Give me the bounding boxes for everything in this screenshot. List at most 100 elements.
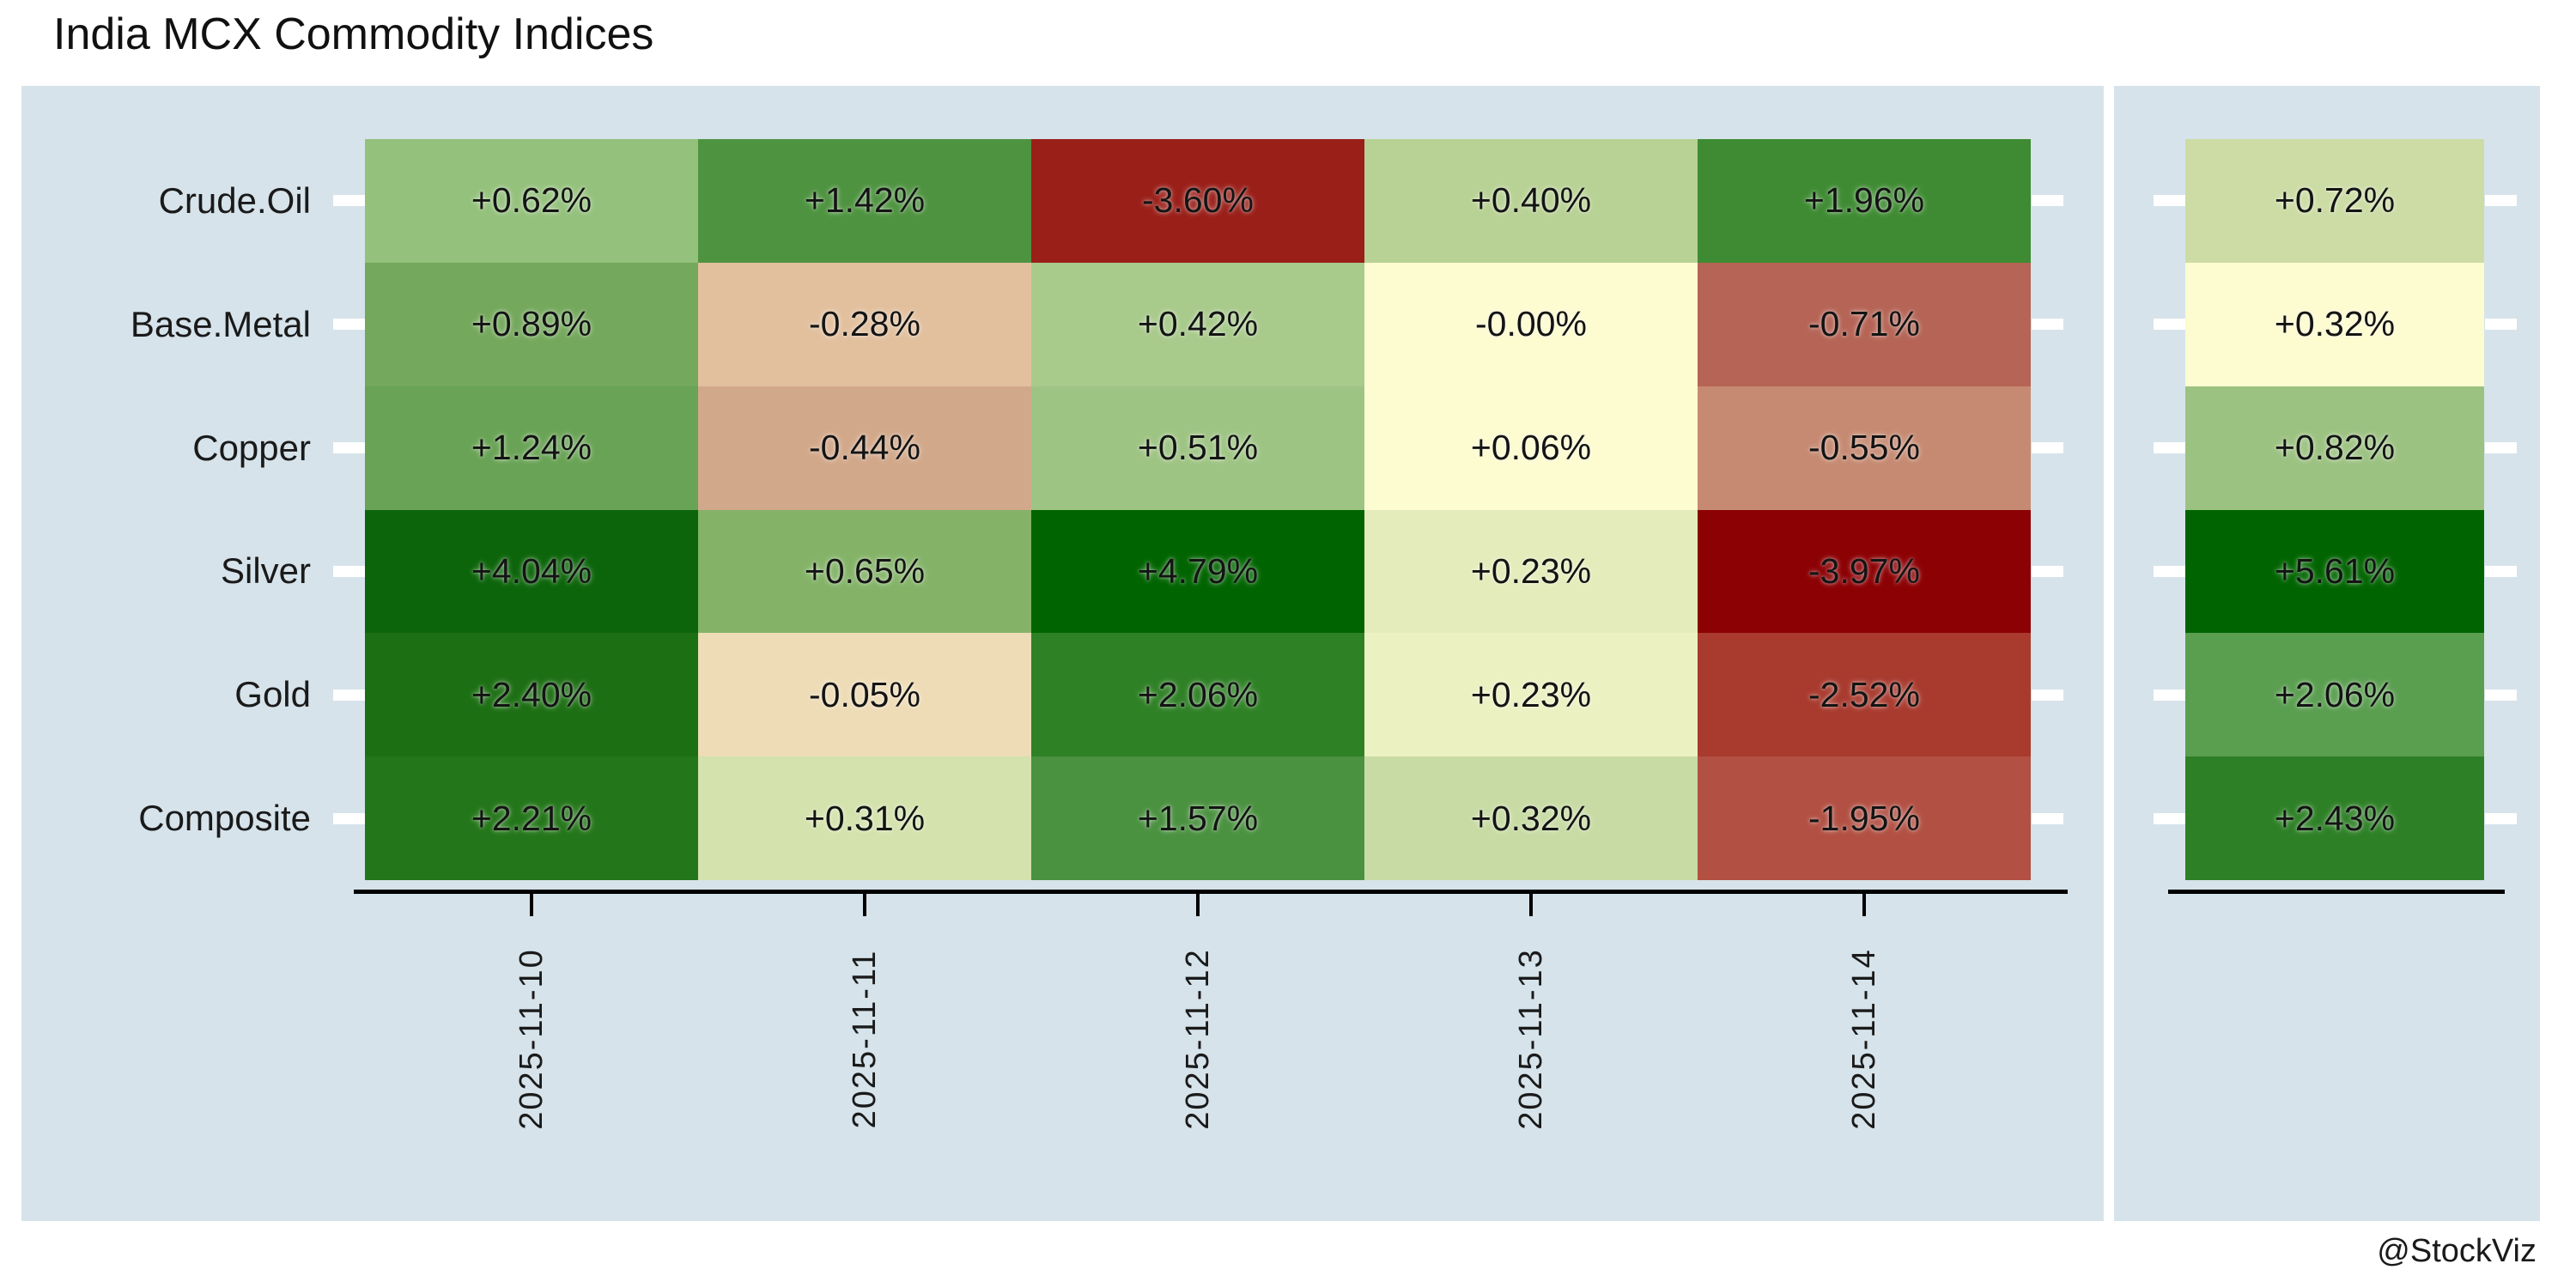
x-axis-label: 2025-11-13 [1513, 948, 1549, 1130]
heatmap-cell: -2.52% [1698, 633, 2031, 757]
weekly-cell-value: +5.61% [2274, 550, 2396, 591]
cell-value: +1.42% [804, 180, 926, 221]
cell-value: +1.24% [471, 428, 592, 468]
heatmap-cell: -1.95% [1698, 756, 2031, 881]
cell-value: -3.97% [1808, 550, 1920, 591]
cell-value: +0.51% [1137, 428, 1259, 468]
y-axis-tick [333, 689, 365, 701]
y-axis-tick [2032, 689, 2063, 701]
cell-value: +0.89% [471, 304, 592, 344]
credit-label: @StockViz [2377, 1233, 2537, 1269]
heatmap-cell: +1.57% [1031, 756, 1364, 881]
heatmap-cell: +0.51% [1031, 386, 1364, 510]
weekly-heatmap-cell: +2.06% [2185, 633, 2484, 757]
cell-value: +0.65% [804, 550, 926, 591]
x-axis-line-weekly [2168, 890, 2505, 894]
cell-value: -0.05% [809, 674, 920, 714]
heatmap-cell: -0.05% [698, 633, 1031, 757]
cell-value: -0.28% [809, 304, 920, 344]
y-axis-tick [2154, 195, 2185, 207]
cell-value: +4.04% [471, 550, 592, 591]
y-axis-tick [333, 442, 365, 454]
cell-value: +2.40% [471, 674, 592, 714]
y-axis-tick [2485, 195, 2517, 207]
heatmap-cell: +0.23% [1364, 633, 1698, 757]
row-label: Base.Metal [130, 303, 311, 344]
weekly-cell-value: +0.72% [2274, 180, 2396, 221]
cell-value: +0.23% [1470, 550, 1592, 591]
weekly-cell-value: +0.82% [2274, 428, 2396, 468]
heatmap-cell: +0.23% [1364, 509, 1698, 634]
weekly-cell-value: +2.06% [2274, 674, 2396, 714]
cell-value: +0.62% [471, 180, 592, 221]
y-axis-tick [2154, 319, 2185, 331]
heatmap-cell: +0.89% [365, 262, 698, 386]
heatmap-cell: +0.65% [698, 509, 1031, 634]
cell-value: -0.44% [809, 428, 920, 468]
y-axis-tick [2032, 442, 2063, 454]
heatmap-cell: +4.04% [365, 509, 698, 634]
cell-value: +0.23% [1470, 674, 1592, 714]
x-axis-tick [1529, 894, 1533, 916]
cell-value: +1.57% [1137, 798, 1259, 838]
heatmap-cell: -3.97% [1698, 509, 2031, 634]
row-label: Silver [220, 550, 311, 592]
weekly-heatmap-cell: +0.72% [2185, 139, 2484, 263]
cell-value: +4.79% [1137, 550, 1259, 591]
cell-value: +0.40% [1470, 180, 1592, 221]
y-axis-tick [2154, 812, 2185, 824]
x-axis-label: 2025-11-10 [513, 948, 550, 1130]
y-axis-tick [2485, 565, 2517, 577]
heatmap-cell: -0.55% [1698, 386, 2031, 510]
x-axis-tick [530, 894, 533, 916]
y-axis-tick [2485, 812, 2517, 824]
heatmap-cell: +0.32% [1364, 756, 1698, 881]
cell-value: -0.55% [1808, 428, 1920, 468]
weekly-cell-value: +2.43% [2274, 798, 2396, 838]
x-axis-line-main [354, 890, 2068, 894]
cell-value: +0.32% [1470, 798, 1592, 838]
heatmap-cell: +0.06% [1364, 386, 1698, 510]
x-axis-tick [1862, 894, 1866, 916]
heatmap-cell: -0.28% [698, 262, 1031, 386]
x-axis-tick [863, 894, 866, 916]
x-axis-label: 2025-11-11 [847, 949, 883, 1129]
cell-value: +0.42% [1137, 304, 1259, 344]
heatmap-cell: +1.42% [698, 139, 1031, 263]
weekly-cell-value: +0.32% [2274, 304, 2396, 344]
heatmap-cell: +4.79% [1031, 509, 1364, 634]
y-axis-tick [2154, 565, 2185, 577]
row-label: Composite [138, 798, 311, 839]
y-axis-tick [2485, 442, 2517, 454]
heatmap-cell: +0.62% [365, 139, 698, 263]
heatmap-cell: -0.71% [1698, 262, 2031, 386]
heatmap-cell: -0.00% [1364, 262, 1698, 386]
y-axis-tick [333, 565, 365, 577]
cell-value: -0.71% [1808, 304, 1920, 344]
row-label: Crude.Oil [158, 179, 311, 221]
heatmap-cell: +0.42% [1031, 262, 1364, 386]
cell-value: -3.60% [1142, 180, 1254, 221]
y-axis-tick [2032, 319, 2063, 331]
heatmap-cell: +1.96% [1698, 139, 2031, 263]
weekly-heatmap-cell: +0.82% [2185, 386, 2484, 510]
heatmap-cell: +0.40% [1364, 139, 1698, 263]
x-axis-tick [1196, 894, 1200, 916]
cell-value: +1.96% [1803, 180, 1925, 221]
y-axis-tick [333, 319, 365, 331]
heatmap-cell: +2.21% [365, 756, 698, 881]
cell-value: +0.06% [1470, 428, 1592, 468]
cell-value: +0.31% [804, 798, 926, 838]
heatmap-cell: -3.60% [1031, 139, 1364, 263]
weekly-heatmap-cell: +5.61% [2185, 509, 2484, 634]
y-axis-tick [2032, 565, 2063, 577]
y-axis-tick [2485, 689, 2517, 701]
y-axis-tick [333, 195, 365, 207]
cell-value: -1.95% [1808, 798, 1920, 838]
row-label: Copper [192, 427, 311, 468]
y-axis-tick [2032, 812, 2063, 824]
row-label: Gold [234, 674, 311, 715]
y-axis-tick [2154, 689, 2185, 701]
cell-value: -0.00% [1475, 304, 1587, 344]
y-axis-tick [2154, 442, 2185, 454]
